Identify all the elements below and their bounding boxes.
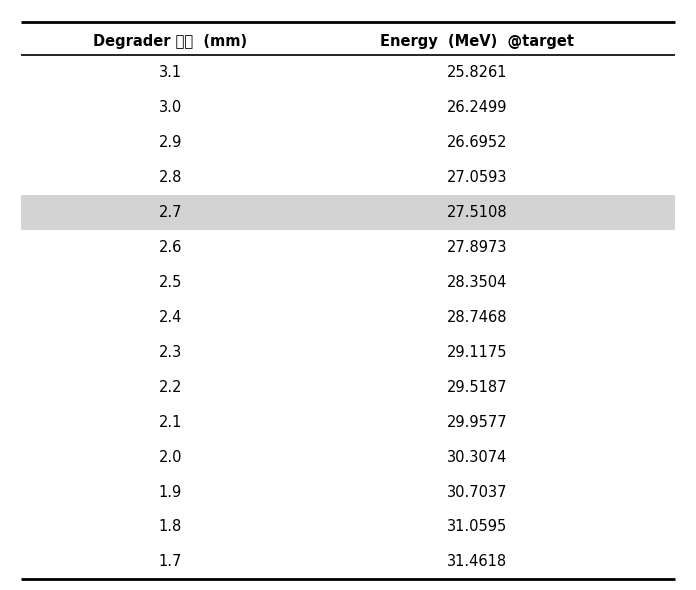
Text: 2.5: 2.5 — [159, 275, 182, 290]
Text: 2.6: 2.6 — [159, 240, 182, 255]
Text: 1.8: 1.8 — [159, 519, 182, 535]
Text: 27.8973: 27.8973 — [447, 240, 507, 255]
Text: 28.7468: 28.7468 — [447, 310, 507, 325]
Text: Degrader 두께  (mm): Degrader 두께 (mm) — [93, 34, 248, 49]
Text: 1.9: 1.9 — [159, 484, 182, 500]
Text: 2.2: 2.2 — [159, 380, 182, 395]
Text: 3.1: 3.1 — [159, 65, 182, 80]
Text: 30.7037: 30.7037 — [447, 484, 507, 500]
Text: 2.1: 2.1 — [159, 415, 182, 430]
Text: 2.3: 2.3 — [159, 345, 182, 360]
Bar — [21, 195, 675, 230]
Text: 25.8261: 25.8261 — [447, 65, 507, 80]
Text: 28.3504: 28.3504 — [447, 275, 507, 290]
Text: 2.9: 2.9 — [159, 135, 182, 150]
Text: Energy  (MeV)  @target: Energy (MeV) @target — [380, 34, 574, 49]
Text: 2.0: 2.0 — [159, 450, 182, 465]
Text: 27.0593: 27.0593 — [447, 170, 507, 185]
Text: 27.5108: 27.5108 — [446, 205, 507, 220]
Text: 29.1175: 29.1175 — [447, 345, 507, 360]
Text: 1.7: 1.7 — [159, 555, 182, 569]
Text: 2.8: 2.8 — [159, 170, 182, 185]
Text: 31.0595: 31.0595 — [447, 519, 507, 535]
Text: 26.2499: 26.2499 — [447, 100, 507, 116]
Text: 31.4618: 31.4618 — [447, 555, 507, 569]
Text: 29.9577: 29.9577 — [446, 415, 507, 430]
Text: 2.4: 2.4 — [159, 310, 182, 325]
Text: 26.6952: 26.6952 — [447, 135, 507, 150]
Text: 29.5187: 29.5187 — [447, 380, 507, 395]
Text: 30.3074: 30.3074 — [447, 450, 507, 465]
Text: 3.0: 3.0 — [159, 100, 182, 116]
Text: 2.7: 2.7 — [159, 205, 182, 220]
